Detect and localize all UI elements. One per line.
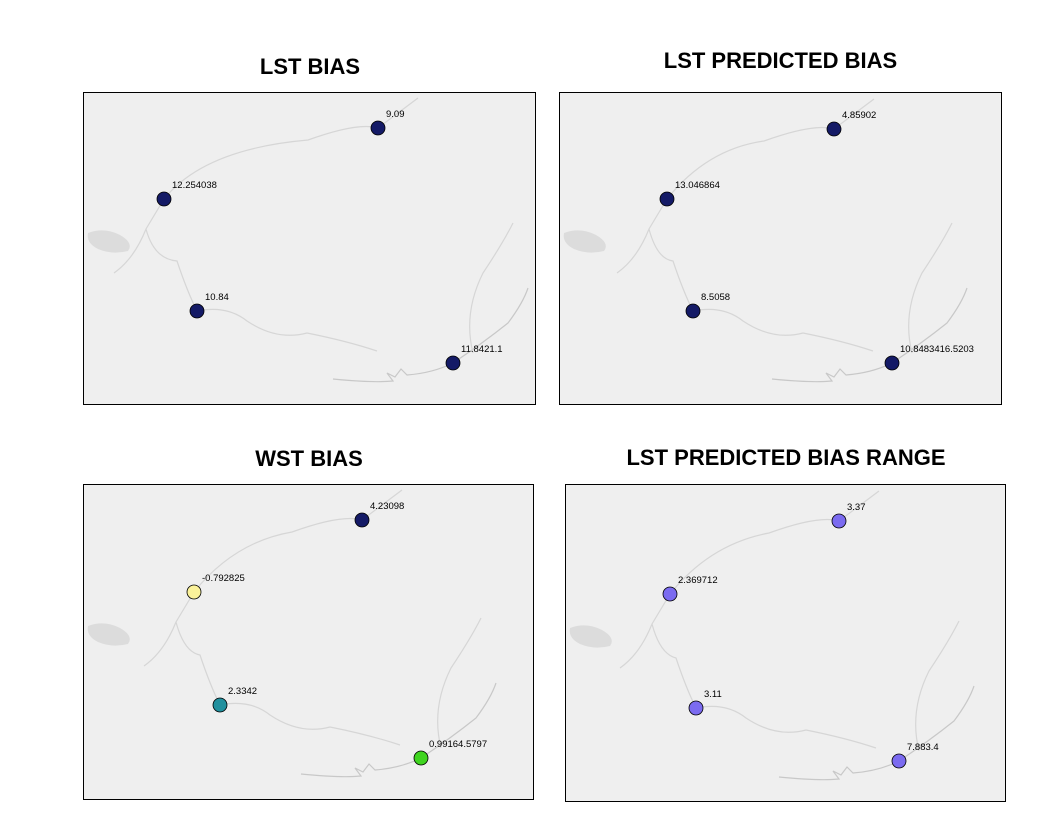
panel-title-lst-predicted-bias-range: LST PREDICTED BIAS RANGE [626, 445, 946, 470]
river-north [669, 490, 880, 595]
lake-shape [87, 623, 130, 646]
panel-title-lst-predicted-bias: LST PREDICTED BIAS [663, 48, 898, 73]
panel-title-wst-bias: WST BIAS [255, 446, 363, 471]
station-marker-southeast[interactable] [884, 355, 900, 371]
station-label-west: 12.254038 [172, 180, 217, 191]
station-label-north: 9.09 [386, 109, 405, 120]
station-label-southeast: 0.99164.5797 [429, 739, 487, 750]
river-south [692, 308, 874, 352]
station-marker-southwest[interactable] [685, 303, 701, 319]
basemap [563, 98, 968, 383]
map-lst-predicted-bias[interactable]: 4.85902 13.046864 8.5058 10.8483416.5203 [559, 92, 1002, 405]
map-canvas[interactable]: 9.09 12.254038 10.84 11.8421.1 [84, 93, 535, 404]
station-marker-west[interactable] [662, 586, 678, 602]
coastline [332, 287, 529, 383]
station-marker-southeast[interactable] [445, 355, 461, 371]
river-west [619, 593, 697, 709]
station-label-west: -0.792825 [202, 573, 245, 584]
station-marker-southeast[interactable] [413, 750, 429, 766]
station-marker-north[interactable] [370, 120, 386, 136]
map-lst-predicted-bias-range[interactable]: 3.37 2.369712 3.11 7.883.4 [565, 484, 1006, 802]
station-label-southwest: 2.3342 [228, 686, 257, 697]
river-north [163, 97, 419, 200]
basemap [569, 490, 975, 781]
river-south [196, 308, 378, 352]
coastline [300, 682, 497, 778]
river-north [666, 98, 875, 200]
station-marker-north[interactable] [831, 513, 847, 529]
river-east [915, 620, 960, 752]
station-label-north: 4.23098 [370, 501, 404, 512]
panel-title-lst-bias: LST BIAS [259, 54, 361, 79]
map-lst-bias[interactable]: 9.09 12.254038 10.84 11.8421.1 [83, 92, 536, 405]
map-wst-bias[interactable]: 4.23098 -0.792825 2.3342 0.99164.5797 [83, 484, 534, 800]
river-west [143, 591, 221, 706]
station-marker-southwest[interactable] [212, 697, 228, 713]
river-west [616, 198, 694, 312]
river-east [469, 222, 514, 354]
station-label-west: 13.046864 [675, 180, 720, 191]
station-marker-north[interactable] [826, 121, 842, 137]
station-label-southwest: 3.11 [704, 689, 722, 700]
station-label-southeast: 11.8421.1 [461, 344, 503, 355]
station-marker-west[interactable] [659, 191, 675, 207]
station-marker-west[interactable] [186, 584, 202, 600]
station-label-southeast: 10.8483416.5203 [900, 344, 974, 355]
river-east [437, 617, 482, 749]
map-canvas[interactable]: 4.85902 13.046864 8.5058 10.8483416.5203 [560, 93, 1001, 404]
river-north [193, 489, 403, 593]
river-west [113, 198, 198, 312]
station-label-southwest: 8.5058 [701, 292, 730, 303]
lake-shape [563, 230, 606, 253]
lake-shape [569, 625, 612, 648]
coastline [778, 685, 975, 781]
station-label-north: 3.37 [847, 502, 866, 513]
station-marker-north[interactable] [354, 512, 370, 528]
basemap [87, 97, 529, 383]
station-marker-southeast[interactable] [891, 753, 907, 769]
basemap [87, 489, 497, 778]
river-south [219, 702, 401, 746]
map-canvas[interactable]: 4.23098 -0.792825 2.3342 0.99164.5797 [84, 485, 533, 799]
station-marker-west[interactable] [156, 191, 172, 207]
station-label-southwest: 10.84 [205, 292, 229, 303]
station-marker-southwest[interactable] [189, 303, 205, 319]
station-marker-southwest[interactable] [688, 700, 704, 716]
coastline [771, 287, 968, 383]
map-canvas[interactable]: 3.37 2.369712 3.11 7.883.4 [566, 485, 1005, 801]
river-east [908, 222, 953, 354]
river-south [695, 705, 877, 749]
station-label-southeast: 7.883.4 [907, 742, 939, 753]
station-label-north: 4.85902 [842, 110, 876, 121]
lake-shape [87, 230, 130, 253]
station-label-west: 2.369712 [678, 575, 718, 586]
